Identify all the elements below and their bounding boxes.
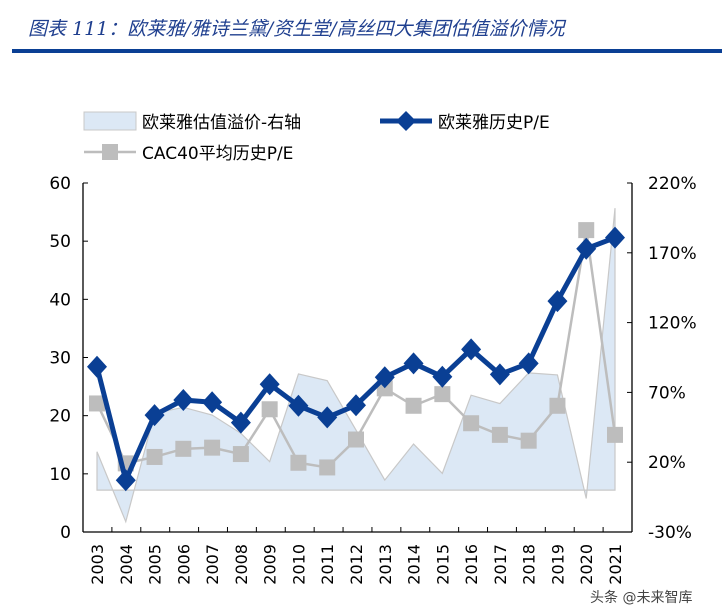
legend-marker-cac40 <box>102 144 118 160</box>
loreal-point <box>432 365 453 388</box>
legend-label-loreal: 欧莱雅历史P/E <box>438 113 550 133</box>
cac40-point <box>491 426 508 443</box>
x-tick-label: 2008 <box>232 544 251 585</box>
loreal-point <box>403 352 424 375</box>
left-tick-label: 60 <box>49 174 71 194</box>
legend-marker-loreal <box>396 111 416 131</box>
loreal-point <box>230 411 251 434</box>
x-tick-label: 2010 <box>289 544 308 585</box>
area-series-premium <box>96 208 616 524</box>
x-tick-label: 2018 <box>520 544 539 585</box>
x-tick-label: 2012 <box>347 544 366 585</box>
x-tick-label: 2019 <box>548 544 567 585</box>
loreal-point <box>576 237 597 260</box>
x-tick-label: 2020 <box>577 544 596 585</box>
loreal-point <box>547 290 568 313</box>
cac40-point <box>434 386 451 403</box>
loreal-point <box>346 394 366 417</box>
legend-swatch-premium <box>83 111 137 131</box>
cac40-point <box>319 459 336 476</box>
right-tick-label: 120% <box>648 314 697 334</box>
cac40-point <box>405 397 422 414</box>
x-tick-label: 2017 <box>491 544 510 585</box>
loreal-point <box>115 469 136 492</box>
cac40-point <box>463 415 480 432</box>
right-tick-label: 70% <box>648 383 686 403</box>
cac40-point <box>607 426 623 443</box>
right-tick-label: 20% <box>648 453 686 473</box>
x-tick-label: 2014 <box>405 544 424 585</box>
x-tick-label: 2011 <box>318 544 337 585</box>
cac40-point <box>578 222 595 239</box>
cac40-point <box>549 397 566 414</box>
x-tick-label: 2009 <box>261 544 280 585</box>
loreal-point <box>461 338 482 361</box>
x-tick-label: 2007 <box>203 544 222 585</box>
loreal-point <box>489 363 510 386</box>
legend-label-cac40: CAC40平均历史P/E <box>142 144 293 164</box>
loreal-point <box>374 366 395 389</box>
cac40-point <box>89 395 105 412</box>
x-tick-label: 2004 <box>117 544 136 585</box>
loreal-point <box>87 355 107 378</box>
chart-title: 图表 111：欧莱雅/雅诗兰黛/资生堂/高丝四大集团估值溢价情况 <box>28 18 565 40</box>
x-tick-label: 2006 <box>174 544 193 585</box>
loreal-point <box>144 404 165 427</box>
watermark: 头条 @未来智库 <box>590 590 693 606</box>
loreal-point <box>173 388 194 411</box>
cac40-point <box>290 454 307 471</box>
loreal-point <box>317 406 338 429</box>
x-tick-label: 2021 <box>606 544 625 585</box>
left-tick-label: 40 <box>49 290 71 310</box>
title-divider <box>12 49 722 53</box>
cac40-point <box>175 440 192 457</box>
left-tick-label: 0 <box>60 523 71 543</box>
x-tick-label: 2013 <box>376 544 395 585</box>
legend-label-premium: 欧莱雅估值溢价-右轴 <box>142 113 301 133</box>
left-tick-label: 30 <box>49 349 71 369</box>
cac40-point <box>261 401 278 418</box>
x-tick-label: 2005 <box>146 544 165 585</box>
left-tick-label: 20 <box>49 407 71 427</box>
loreal-point <box>288 394 309 417</box>
x-tick-label: 2003 <box>88 544 107 585</box>
cac40-point <box>232 446 249 463</box>
loreal-point <box>605 226 625 249</box>
left-tick-label: 10 <box>49 465 71 485</box>
x-tick-label: 2016 <box>462 544 481 585</box>
left-tick-label: 50 <box>49 232 71 252</box>
cac40-point <box>146 448 163 465</box>
cac40-point <box>520 432 537 449</box>
cac40-point <box>348 431 364 448</box>
right-tick-label: 170% <box>648 244 697 264</box>
cac40-point <box>204 439 221 456</box>
right-tick-label: -30% <box>648 523 692 543</box>
x-tick-label: 2015 <box>433 544 452 585</box>
loreal-point <box>518 352 539 375</box>
loreal-point <box>202 391 223 414</box>
loreal-point <box>259 373 280 396</box>
right-tick-label: 220% <box>648 174 697 194</box>
